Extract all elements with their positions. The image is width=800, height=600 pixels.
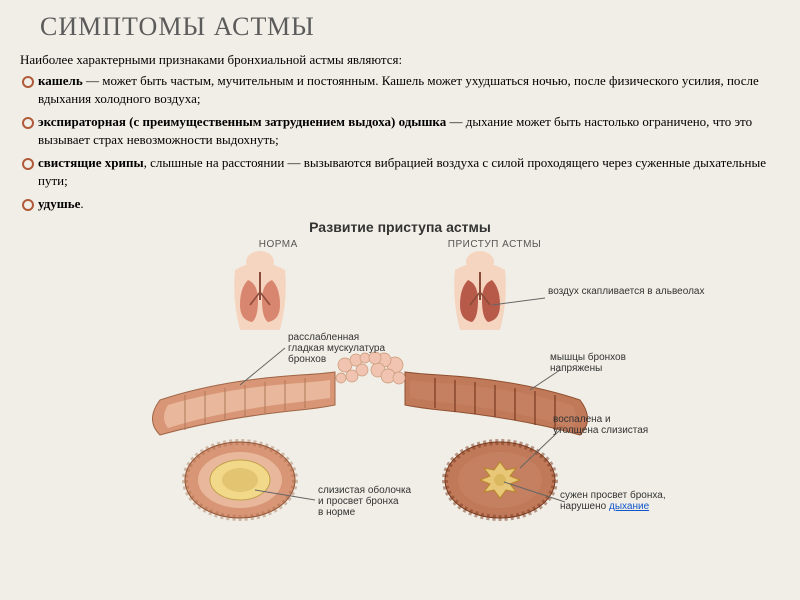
label-narrowed2: нарушено <box>560 501 609 512</box>
cross-section-attack <box>445 442 555 518</box>
intro-text: Наиболее характерными признаками бронхиа… <box>20 52 780 68</box>
diagram-area: Развитие приступа астмы НОРМА ПРИСТУП АС… <box>20 219 780 530</box>
symptom-bold: свистящие хрипы <box>38 155 144 170</box>
symptom-list: кашель — может быть частым, мучительным … <box>20 72 780 213</box>
symptom-rest: — может быть частым, мучительным и посто… <box>38 73 759 106</box>
label-tense1: мышцы бронхов <box>550 351 626 363</box>
cross-section-normal <box>185 442 295 518</box>
torso-attack <box>454 251 506 330</box>
label-mucosa3: в норме <box>318 507 356 518</box>
label-tense2: напряжены <box>550 363 602 374</box>
diagram-left-header: НОРМА <box>259 239 298 250</box>
anatomy-diagram: воздух скапливается в альвеолах <box>90 250 710 530</box>
torso-normal <box>234 251 286 330</box>
symptom-bold: удушье <box>38 196 80 211</box>
page-title: СИМПТОМЫ АСТМЫ <box>40 12 780 42</box>
label-relaxed1: расслабленная <box>288 331 359 343</box>
label-air-trapped: воздух скапливается в альвеолах <box>548 286 704 297</box>
label-mucosa2: и просвет бронха <box>318 495 399 507</box>
symptom-rest: , слышные на расстоянии — вызываются виб… <box>38 155 766 188</box>
list-item: удушье. <box>20 195 780 213</box>
list-item: экспираторная (с преимущественным затруд… <box>20 113 780 148</box>
label-relaxed3: бронхов <box>288 353 326 365</box>
symptom-bold: экспираторная (с преимущественным затруд… <box>38 114 446 129</box>
svg-text:нарушено дыхание: нарушено дыхание <box>560 501 650 512</box>
label-narrowed-link: дыхание <box>609 501 650 512</box>
label-inflamed2: утолщена слизистая <box>553 425 648 436</box>
bronchus-normal <box>153 353 371 435</box>
label-mucosa1: слизистая оболочка <box>318 484 412 496</box>
label-narrowed1: сужен просвет бронха, <box>560 489 666 501</box>
list-item: свистящие хрипы, слышные на расстоянии —… <box>20 154 780 189</box>
symptom-rest: . <box>80 196 83 211</box>
diagram-right-header: ПРИСТУП АСТМЫ <box>448 239 542 250</box>
symptom-bold: кашель <box>38 73 83 88</box>
diagram-title: Развитие приступа астмы <box>20 219 780 235</box>
label-inflamed1: воспалена и <box>553 414 611 425</box>
list-item: кашель — может быть частым, мучительным … <box>20 72 780 107</box>
label-relaxed2: гладкая мускулатура <box>288 343 385 354</box>
